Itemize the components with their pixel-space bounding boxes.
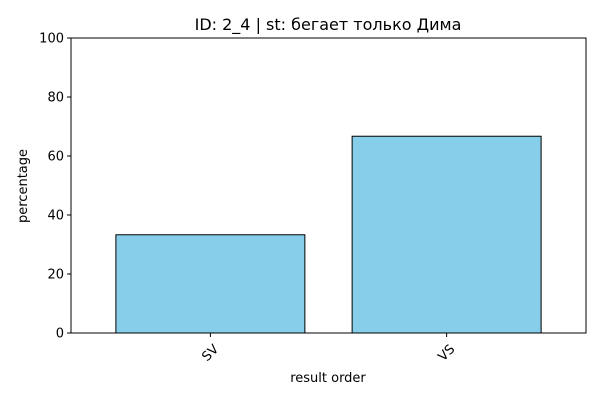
- y-tick-label: 40: [47, 209, 64, 224]
- y-tick-label: 0: [56, 327, 64, 342]
- y-tick-label: 20: [47, 268, 64, 283]
- plot-frame: [70, 37, 587, 334]
- y-tick-label: 80: [47, 91, 64, 106]
- x-axis-label: result order: [290, 371, 366, 386]
- y-axis-label: percentage: [16, 149, 31, 223]
- bar-vs: [351, 135, 542, 334]
- y-tick-label: 60: [47, 150, 64, 165]
- chart-title: ID: 2_4 | st: бегает только Дима: [195, 15, 462, 35]
- y-axis-ticks: 0 20 40 60 80 100: [39, 32, 71, 342]
- bar-sv: [115, 234, 306, 334]
- y-tick-label: 100: [39, 32, 64, 47]
- bars-layer: [115, 135, 542, 334]
